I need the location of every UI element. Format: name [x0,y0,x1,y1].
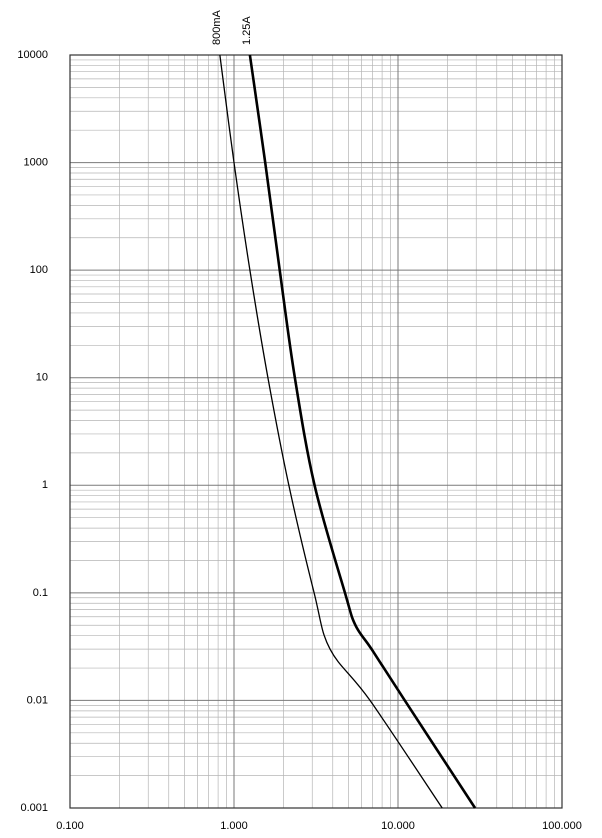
y-tick-label: 0.001 [20,802,48,814]
curve [248,54,477,809]
x-tick-label: 0.100 [56,820,84,832]
legend-label: 1.25A [241,16,253,45]
x-tick-label: 100.000 [542,820,582,832]
y-tick-label: 0.1 [33,587,48,599]
y-tick-label: 100 [30,264,48,276]
y-tick-label: 10 [36,372,48,384]
y-tick-label: 1 [42,479,48,491]
y-tick-label: 0.01 [27,694,48,706]
curve [219,54,443,809]
y-tick-label: 1000 [24,156,48,168]
y-tick-label: 10000 [17,49,48,61]
x-tick-label: 10.000 [381,820,415,832]
legend-label: 800mA [211,9,223,45]
plot-frame [69,54,563,809]
x-tick-label: 1.000 [220,820,248,832]
